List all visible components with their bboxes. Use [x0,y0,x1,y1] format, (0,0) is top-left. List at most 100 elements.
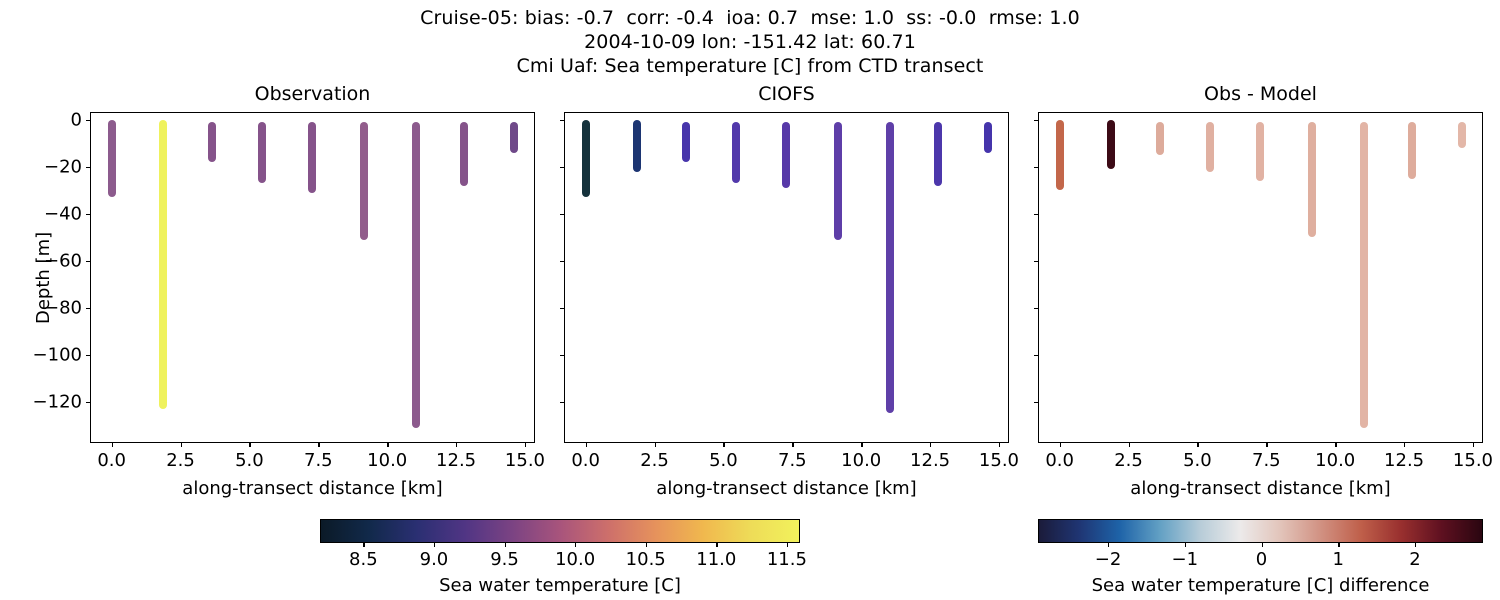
xaxis-tick-label: 5.0 [709,450,738,471]
colorbar-tick-label: 10.5 [625,549,666,570]
xaxis-tick [456,442,458,447]
yaxis-tick [1034,307,1039,310]
xaxis-tick [524,442,527,447]
colorbar-tick [1261,542,1263,547]
yaxis-tick [1034,260,1039,263]
colorbar-tick-label: 11.0 [696,549,737,570]
colorbar-tick [1184,542,1187,547]
xaxis-tick [1335,442,1337,447]
yaxis-tick [86,260,91,263]
xaxis-tick [1197,442,1199,447]
colorbar-tick-label: 0 [1255,549,1268,570]
profile-bar [1457,122,1466,149]
suptitle-line-dataset: Cmi Uaf: Sea temperature [C] from CTD tr… [516,55,984,77]
xaxis-tick-label: 12.5 [436,450,477,471]
colorbar-tick-label: 10.0 [555,549,596,570]
xaxis-tick-label: 12.5 [1384,450,1425,471]
profile-bar [886,122,895,414]
panel-title-observation: Observation [254,83,371,105]
xaxis-tick [180,442,182,447]
xaxis-tick [998,442,1001,447]
profile-bar [632,120,641,172]
xaxis-tick [387,442,389,447]
xaxis-tick [249,442,251,447]
yaxis-tick-label: −40 [44,203,82,225]
profile-bar [582,120,591,198]
yaxis-tick [560,166,565,169]
colorbar-temperature: Sea water temperature [C] 8.5 9.0 9.5 10.0 1… [320,519,807,596]
colorbar-tick [645,542,647,547]
xaxis-tick [318,442,320,447]
xaxis-tick-label: 2.5 [166,450,195,471]
profile-bar [1408,122,1417,179]
profile-bar [1106,120,1115,170]
profile-bar [208,122,217,163]
colorbar-label-temperature-difference: Sea water temperature [C] difference [1091,575,1430,596]
xaxis-tick-label: 5.0 [1183,450,1212,471]
profile-bar [934,122,943,186]
yaxis-tick-label: −20 [44,156,82,178]
xaxis-tick-label: 7.5 [303,450,333,471]
yaxis-tick [86,354,91,357]
profile-bar [1360,122,1369,428]
xaxis-tick-label: 0.0 [571,450,600,471]
colorbar-tick-label: 1 [1332,549,1344,570]
xaxis-tick [723,442,725,447]
plot-area-ciofs [565,113,1008,442]
profile-bar [1156,122,1165,156]
colorbar-tick-label: −1 [1171,549,1199,570]
yaxis-tick [560,213,565,216]
yaxis-tick [560,120,565,122]
xaxis-tick [792,442,794,447]
profile-bar [509,122,518,153]
xaxis-tick [585,442,587,447]
profile-bar [1205,122,1214,172]
xaxis-tick-label: 10.0 [1315,450,1356,471]
yaxis-tick-label: −60 [44,250,82,272]
profile-bar [682,122,691,163]
colorbar-tick [363,542,365,547]
xaxis-tick-label: 15.0 [1452,450,1494,471]
xaxis-tick-label: 0.0 [1045,450,1074,471]
colorbar-tick-label: 9.5 [490,549,519,570]
xaxis-label-ciofs: along-transect distance [km] [656,478,917,499]
colorbar-temperature-difference: Sea water temperature [C] difference −2 −… [1038,519,1483,596]
yaxis-tick [560,260,565,263]
profile-bar [257,122,266,184]
xaxis-label-obs-minus-model: along-transect distance [km] [1130,478,1391,499]
yaxis-tick [1034,213,1039,216]
xaxis-tick-label: 7.5 [777,450,807,471]
yaxis-tick [86,401,91,404]
xaxis-tick-label: 15.0 [978,450,1020,471]
xaxis-tick [654,442,656,447]
xaxis-tick-label: 5.0 [235,450,264,471]
colorbar-tick-label: −2 [1094,549,1122,570]
yaxis-tick [1034,166,1039,169]
suptitle-line-location: 2004-10-09 lon: -151.42 lat: 60.71 [584,31,916,53]
profile-bar [1256,122,1265,182]
panel-obs-minus-model: Obs - Model along-transect distance [km]… [1034,83,1493,499]
colorbar-tick [504,542,506,547]
xaxis-tick-label: 2.5 [640,450,669,471]
xaxis-label-observation: along-transect distance [km] [182,478,443,499]
xaxis-tick [861,442,863,447]
profile-bar [1056,120,1065,191]
yaxis-tick [86,166,91,169]
colorbar-tick [575,542,577,547]
profile-bar [983,122,992,153]
profile-bar [833,122,842,240]
panel-ciofs: CIOFS along-transect distance [km] 0.0 2.… [560,83,1019,499]
xaxis-tick [1128,442,1130,447]
colorbar-tick [1108,542,1110,547]
profile-bar [359,122,368,240]
figure-suptitle: Cruise-05: bias: -0.7 corr: -0.4 ioa: 0.… [0,6,1500,78]
profile-bar [460,122,469,186]
colorbar-tick [716,542,718,547]
colorbar-tick-label: 8.5 [349,549,378,570]
yaxis-tick-label: 0 [70,109,82,131]
xaxis-tick [1059,442,1061,447]
profile-bar [782,122,791,189]
yaxis-tick [560,307,565,310]
colorbar-label-temperature: Sea water temperature [C] [439,575,681,596]
